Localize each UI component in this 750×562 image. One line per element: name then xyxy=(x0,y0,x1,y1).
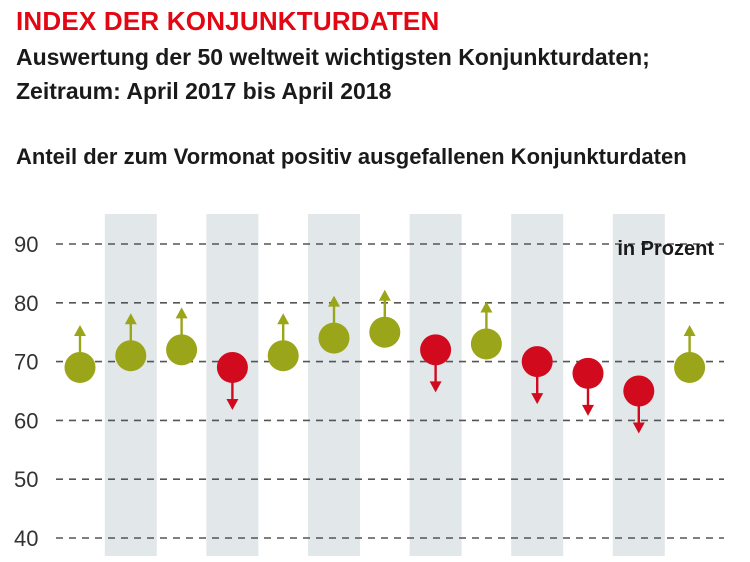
chart-title: INDEX DER KONJUNKTURDATEN xyxy=(16,6,440,36)
data-point-marker xyxy=(369,316,401,348)
arrow-up-icon xyxy=(328,295,340,307)
data-point-marker xyxy=(572,357,604,389)
data-point xyxy=(369,289,401,348)
column-band xyxy=(308,214,360,556)
subtitle-line-1: Auswertung der 50 weltweit wichtigsten K… xyxy=(16,44,650,70)
y-tick-label: 80 xyxy=(14,291,38,316)
arrow-up-icon xyxy=(74,324,86,336)
data-point xyxy=(674,324,706,383)
data-point xyxy=(216,351,248,410)
data-point-marker xyxy=(166,334,198,366)
column-band xyxy=(104,214,157,556)
y-tick-label: 40 xyxy=(14,526,38,551)
data-point-marker xyxy=(674,351,706,383)
data-point-marker xyxy=(267,340,299,372)
data-point xyxy=(623,375,655,434)
arrow-down-icon xyxy=(531,393,544,405)
data-points xyxy=(64,289,706,434)
arrow-down-icon xyxy=(429,381,442,393)
arrow-up-icon xyxy=(683,324,696,336)
column-bands xyxy=(104,214,665,556)
arrow-up-icon xyxy=(378,289,391,301)
arrow-down-icon xyxy=(632,422,645,434)
arrow-up-icon xyxy=(480,301,493,313)
y-tick-label: 50 xyxy=(14,467,38,492)
subtitle-line-2: Zeitraum: April 2017 bis April 2018 xyxy=(16,78,392,104)
y-tick-label: 60 xyxy=(14,408,38,433)
data-point-marker xyxy=(318,322,350,354)
arrow-up-icon xyxy=(175,307,188,319)
data-point xyxy=(470,301,502,360)
data-point xyxy=(420,334,452,393)
data-point-marker xyxy=(64,351,96,383)
arrow-up-icon xyxy=(124,313,137,325)
y-tick-label: 70 xyxy=(14,350,38,375)
data-point xyxy=(318,295,350,354)
data-point-marker xyxy=(420,334,452,366)
y-tick-label: 90 xyxy=(14,232,38,257)
data-point-marker xyxy=(521,346,553,378)
arrow-down-icon xyxy=(226,398,239,410)
y-axis-ticks: 40 50 60 70 80 90 xyxy=(14,232,38,551)
data-point-marker xyxy=(623,375,655,407)
data-point-marker xyxy=(115,340,147,372)
arrow-up-icon xyxy=(277,313,290,325)
data-point xyxy=(521,346,553,405)
data-point xyxy=(64,324,96,383)
chart-subtitle: Auswertung der 50 weltweit wichtigsten K… xyxy=(16,40,736,108)
data-point-marker xyxy=(470,328,502,360)
data-point xyxy=(572,357,604,416)
data-point xyxy=(166,307,198,366)
chart-heading: Anteil der zum Vormonat positiv ausgefal… xyxy=(16,144,687,169)
data-point-marker xyxy=(216,351,248,383)
data-point xyxy=(267,313,299,372)
data-point xyxy=(115,313,147,372)
arrow-down-icon xyxy=(582,404,594,416)
unit-label: in Prozent xyxy=(617,238,714,260)
